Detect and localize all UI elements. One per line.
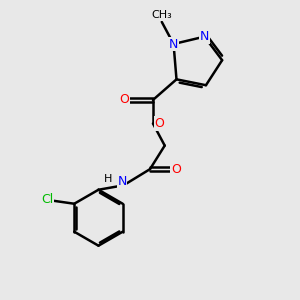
Text: N: N — [169, 38, 178, 50]
Text: O: O — [119, 93, 129, 106]
Text: O: O — [171, 163, 181, 176]
Text: N: N — [200, 30, 209, 43]
Text: O: O — [154, 117, 164, 130]
Text: CH₃: CH₃ — [152, 11, 172, 20]
Text: N: N — [117, 175, 127, 188]
Text: Cl: Cl — [42, 193, 54, 206]
Text: H: H — [104, 174, 112, 184]
